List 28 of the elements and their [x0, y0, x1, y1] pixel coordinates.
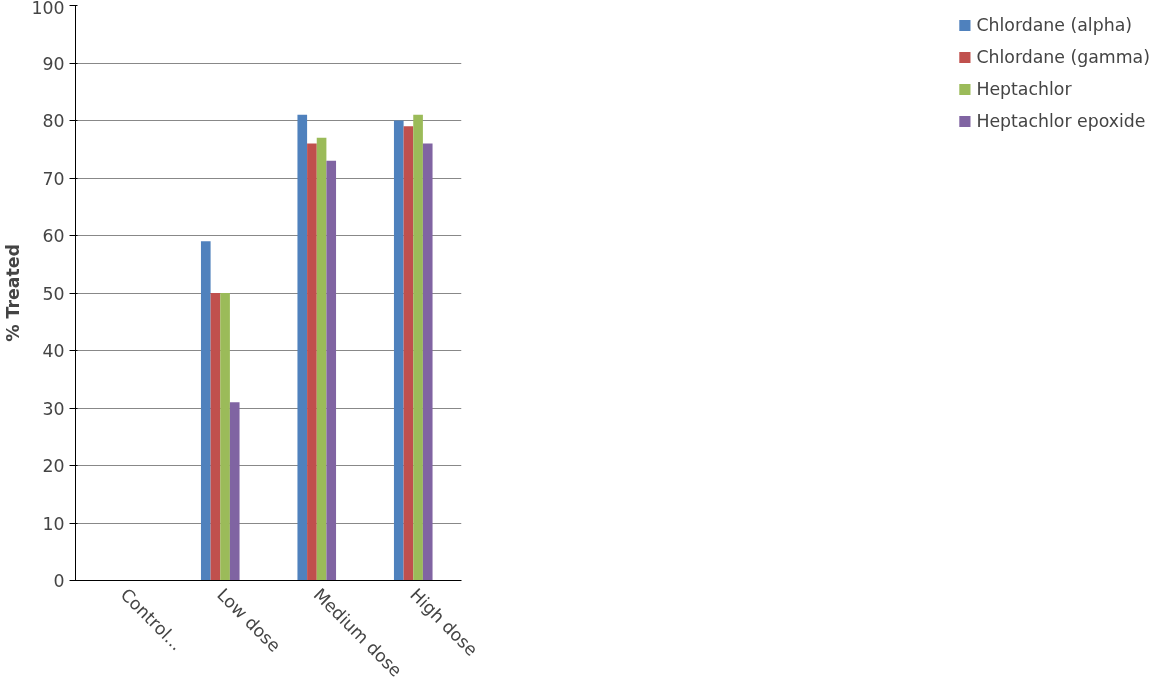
bar	[326, 160, 337, 581]
bar	[413, 114, 423, 581]
legend-label: Heptachlor	[976, 79, 1072, 99]
y-tick-label: 90	[42, 53, 65, 74]
bar	[403, 126, 414, 581]
y-tick-label: 70	[42, 168, 65, 189]
y-tick-label: 80	[42, 111, 65, 131]
bar	[316, 137, 327, 581]
bar	[229, 402, 240, 581]
legend-label: Chlordane (alpha)	[976, 15, 1133, 35]
y-tick-label: 40	[42, 341, 65, 361]
bar	[422, 143, 433, 581]
y-tick-label: 50	[42, 283, 65, 304]
bar	[393, 120, 404, 581]
y-tick-label: 100	[31, 0, 65, 18]
bar	[297, 114, 308, 581]
y-tick-label: 30	[42, 398, 65, 419]
y-tick-label: 20	[42, 456, 65, 476]
y-tick-label: 60	[42, 226, 65, 246]
y-tick-label: 0	[53, 571, 65, 591]
bar	[210, 293, 221, 581]
bar	[220, 293, 230, 581]
y-tick-label: 10	[42, 513, 65, 534]
legend-label: Heptachlor epoxide	[976, 111, 1146, 131]
bar	[200, 241, 211, 581]
legend-label: Chlordane (gamma)	[976, 47, 1150, 67]
y-axis-title: % Treated	[3, 244, 24, 342]
bar	[307, 143, 317, 581]
